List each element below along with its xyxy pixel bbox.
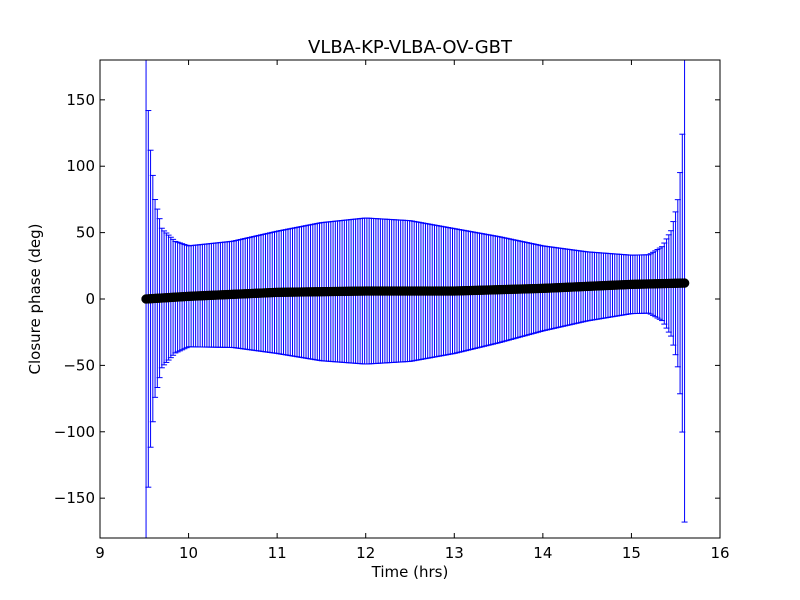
y-axis-label: Closure phase (deg) xyxy=(26,224,44,375)
x-tick-label: 10 xyxy=(179,544,198,562)
x-tick-label: 9 xyxy=(95,544,105,562)
y-tick-label: 0 xyxy=(85,290,95,308)
point-group xyxy=(141,278,690,304)
x-tick-label: 13 xyxy=(445,544,464,562)
y-tick-label: 50 xyxy=(76,224,95,242)
x-tick-label: 11 xyxy=(268,544,287,562)
chart-title: VLBA-KP-VLBA-OV-GBT xyxy=(308,37,513,58)
plot-area xyxy=(141,60,690,538)
axis-ticks: 9 10 11 12 13 14 15 16 −150 −100 −50 0 50 100 150 xyxy=(54,60,730,562)
x-tick-label: 16 xyxy=(710,544,729,562)
y-tick-label: −100 xyxy=(54,423,95,441)
y-tick-label: −50 xyxy=(63,356,95,374)
y-tick-label: 100 xyxy=(66,157,95,175)
data-point xyxy=(679,278,690,288)
y-tick-label: 150 xyxy=(66,91,95,109)
x-tick-label: 14 xyxy=(533,544,552,562)
x-axis-label: Time (hrs) xyxy=(371,563,449,581)
x-tick-label: 15 xyxy=(622,544,641,562)
y-tick-label: −150 xyxy=(54,489,95,507)
x-tick-label: 12 xyxy=(356,544,375,562)
